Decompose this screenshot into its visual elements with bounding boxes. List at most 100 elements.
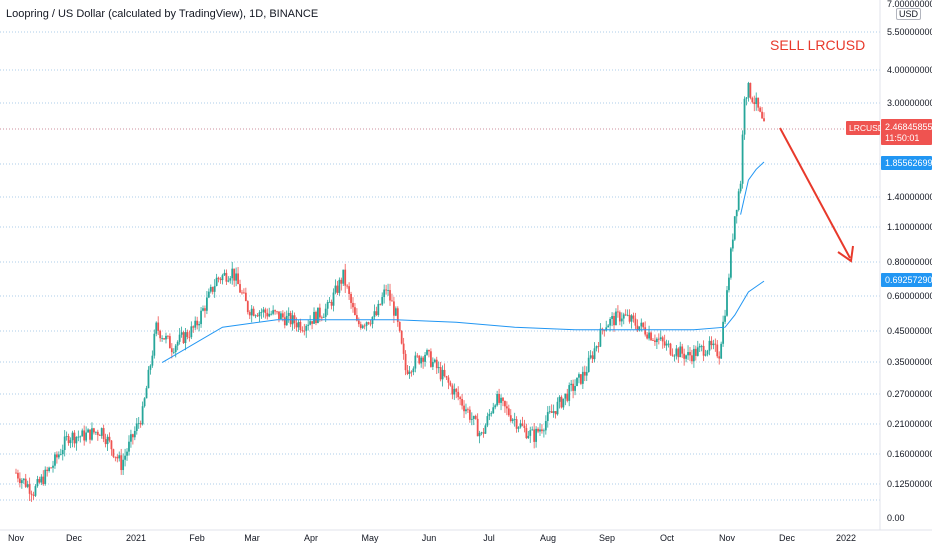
candle-body: [266, 313, 268, 317]
candle-body: [444, 370, 446, 376]
candle-body: [592, 355, 594, 359]
price-axis[interactable]: 7.00000000 5.50000000 4.00000000 3.00000000…: [880, 0, 932, 530]
chart-title: Loopring / US Dollar (calculated by Trad…: [6, 8, 318, 20]
fast-ma-value: 1.85562699: [885, 158, 932, 168]
candle-body: [183, 332, 185, 343]
candle-body: [325, 309, 327, 317]
candle-body: [42, 477, 44, 484]
candle-body: [216, 278, 218, 286]
candle-body: [508, 408, 510, 415]
candle-body: [660, 337, 662, 339]
candle-body: [576, 378, 578, 386]
candle-body: [272, 310, 274, 314]
candle-body: [553, 411, 555, 413]
candle-body: [570, 384, 572, 385]
candle-body: [105, 439, 107, 444]
candle-body: [224, 273, 226, 275]
time-tick-label: Apr: [304, 533, 318, 543]
candle-body: [440, 367, 442, 379]
candle-body: [146, 388, 148, 398]
candle-body: [551, 411, 553, 413]
candle-body: [33, 495, 35, 496]
candle-body: [93, 428, 95, 432]
candle-body: [564, 394, 566, 399]
candle-body: [50, 468, 52, 469]
candle-body: [617, 312, 619, 313]
candle-body: [631, 315, 633, 321]
candle-body: [17, 473, 19, 479]
grid-lines: [0, 32, 880, 500]
candle-body: [506, 406, 508, 408]
candle-body: [582, 372, 584, 384]
candle-body: [487, 416, 489, 425]
time-tick-label: Nov: [719, 533, 736, 543]
candle-body: [477, 419, 479, 436]
candle-body: [128, 442, 130, 452]
candle-body: [640, 323, 642, 327]
time-axis[interactable]: Nov Dec 2021 Feb Mar Apr May Jun Jul Aug Sep Oct Nov…: [0, 530, 932, 543]
candle-body: [348, 286, 350, 294]
candle-body: [120, 455, 122, 470]
candle-body: [557, 402, 559, 414]
time-tick-label: 2022: [836, 533, 856, 543]
price-tick-label: 3.00000000: [887, 98, 932, 108]
slow-ma-value: 0.69257290: [885, 275, 932, 285]
candle-body: [268, 314, 270, 317]
candle-body: [60, 454, 62, 455]
candle-body: [286, 316, 288, 325]
candle-body: [465, 409, 467, 411]
candle-body: [352, 303, 354, 307]
sell-annotation: SELL LRCUSD: [770, 37, 865, 53]
candle-body: [428, 350, 430, 351]
candle-body: [368, 322, 370, 323]
candle-body: [471, 419, 473, 420]
time-tick-label: Feb: [189, 533, 205, 543]
sell-arrow-shaft: [780, 128, 850, 258]
candle-body: [547, 412, 549, 421]
candle-body: [399, 322, 401, 331]
candle-body: [175, 346, 177, 352]
candle-body: [701, 346, 703, 347]
candle-body: [327, 302, 329, 309]
candle-body: [494, 405, 496, 407]
candle-body: [319, 308, 321, 318]
candle-body: [204, 308, 206, 311]
candle-body: [83, 430, 85, 440]
candle-body: [596, 346, 598, 348]
candle-body: [247, 301, 249, 312]
candle-body: [453, 389, 455, 395]
candle-body: [469, 410, 471, 420]
candle-body: [426, 350, 428, 355]
candle-body: [434, 360, 436, 362]
candle-body: [188, 337, 190, 338]
candle-body: [611, 316, 613, 319]
candle-body: [124, 456, 126, 460]
candle-body: [140, 423, 142, 424]
candle-body: [403, 344, 405, 354]
candle-body: [323, 317, 325, 318]
candle-body: [693, 349, 695, 361]
candle-body: [171, 348, 173, 352]
sell-arrow: [780, 128, 853, 261]
candle-body: [677, 349, 679, 358]
candle-body: [621, 319, 623, 322]
price-tick-label: 5.50000000: [887, 27, 932, 37]
time-tick-label: Dec: [779, 533, 796, 543]
symbol-badge-label: LRCUSD: [849, 123, 884, 133]
candle-body: [29, 484, 31, 494]
candle-body: [679, 346, 681, 357]
candle-body: [568, 385, 570, 401]
candle-body: [70, 440, 72, 443]
candle-body: [159, 331, 161, 338]
price-tick-label: 0.16000000: [887, 449, 932, 459]
candle-body: [401, 331, 403, 344]
candle-body: [257, 315, 259, 316]
candle-body: [409, 372, 411, 374]
time-tick-label: Jul: [483, 533, 495, 543]
candle-body: [337, 286, 339, 293]
candle-body: [561, 397, 563, 408]
candle-body: [37, 479, 39, 486]
currency-unit-label[interactable]: USD: [896, 8, 921, 20]
candle-body: [202, 308, 204, 310]
